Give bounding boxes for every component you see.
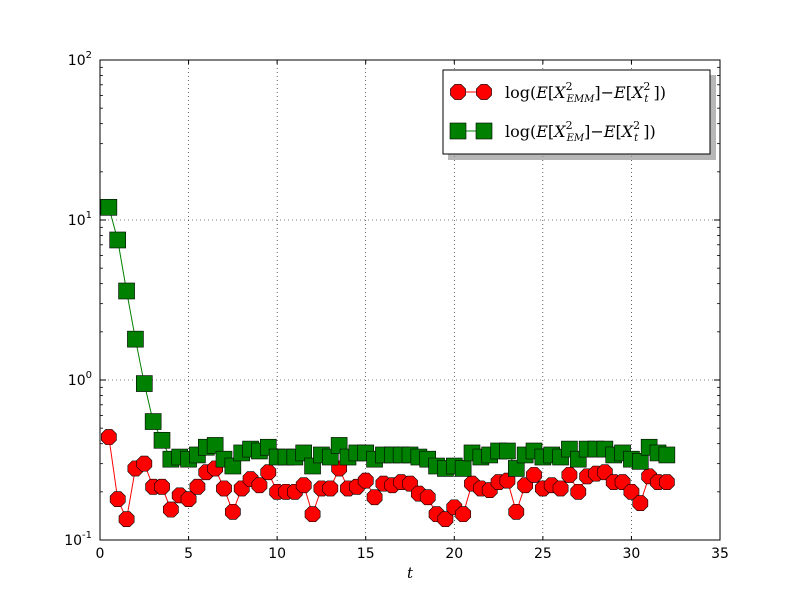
- x-tick-label: 20: [445, 546, 463, 562]
- legend-marker-em: [449, 122, 467, 140]
- data-point-emm: [136, 455, 153, 472]
- data-point-em: [295, 444, 313, 462]
- data-point-em: [109, 231, 127, 249]
- y-tick-label: 100: [68, 370, 92, 389]
- x-tick-label: 5: [184, 546, 193, 562]
- data-point-em: [631, 453, 649, 470]
- y-tick-label: 101: [68, 210, 92, 229]
- data-point-emm: [455, 506, 472, 523]
- legend: log(E[X2 EMM]−E[X2 t ]) log(E[X2 EM]−E[X2 t …: [442, 69, 716, 160]
- data-point-emm: [357, 472, 374, 489]
- data-point-em: [135, 375, 153, 392]
- data-point-em: [499, 442, 516, 460]
- data-point-em: [153, 431, 171, 449]
- data-point-em: [118, 282, 135, 300]
- data-point-emm: [118, 511, 135, 528]
- data-point-emm: [366, 489, 383, 506]
- data-point-emm: [419, 489, 436, 506]
- y-tick-label: 102: [68, 50, 92, 69]
- x-tick-label: 30: [623, 546, 641, 562]
- data-point-em: [144, 413, 162, 430]
- data-point-emm: [162, 501, 179, 518]
- y-tick-label: 10-1: [64, 530, 92, 549]
- data-point-emm: [623, 483, 640, 500]
- data-point-emm: [570, 483, 587, 500]
- x-tick-label: 15: [357, 546, 375, 562]
- plot-frame: [99, 59, 721, 541]
- data-point-emm: [322, 480, 339, 497]
- data-point-emm: [216, 480, 232, 497]
- data-point-em: [507, 460, 525, 477]
- data-point-emm: [189, 478, 206, 495]
- data-point-emm: [295, 477, 312, 494]
- data-point-emm: [100, 429, 117, 445]
- data-point-em: [658, 446, 676, 464]
- x-tick-label: 10: [268, 546, 286, 562]
- legend-box: [442, 69, 711, 155]
- x-axis-label: t: [407, 564, 414, 582]
- data-point-emm: [154, 478, 170, 495]
- data-point-em: [206, 437, 224, 454]
- data-point-em: [454, 460, 472, 477]
- legend-label-emm: log(E[X2 EMM]−E[X2 t ]): [505, 80, 666, 105]
- data-point-em: [127, 330, 144, 348]
- x-tick-label: 25: [534, 546, 552, 562]
- data-point-emm: [224, 503, 241, 520]
- legend-entry-em: log(E[X2 EM]−E[X2 t ]): [449, 119, 656, 144]
- x-tick-label: 35: [711, 546, 729, 562]
- legend-entry-emm: log(E[X2 EMM]−E[X2 t ]): [450, 80, 666, 105]
- x-tick-label: 0: [96, 546, 105, 562]
- legend-marker-emm: [476, 84, 492, 100]
- data-point-emm: [260, 464, 277, 481]
- legend-label-em: log(E[X2 EM]−E[X2 t ]): [505, 119, 656, 144]
- data-point-em: [100, 199, 118, 216]
- legend-marker-em: [475, 122, 493, 140]
- data-point-emm: [251, 477, 268, 494]
- data-point-emm: [561, 467, 578, 483]
- axis-ticks: 0 5 10 15 20 25 30 35 10-1 100 101 102: [64, 50, 729, 562]
- data-point-emm: [109, 491, 126, 508]
- series-layer: [100, 199, 676, 528]
- data-point-emm: [526, 467, 542, 483]
- data-point-emm: [632, 495, 649, 512]
- data-point-emm: [304, 506, 321, 523]
- data-point-em: [224, 457, 242, 475]
- data-point-emm: [552, 480, 569, 497]
- data-point-emm: [658, 474, 675, 491]
- legend-marker-emm: [450, 84, 466, 100]
- data-point-emm: [508, 503, 525, 520]
